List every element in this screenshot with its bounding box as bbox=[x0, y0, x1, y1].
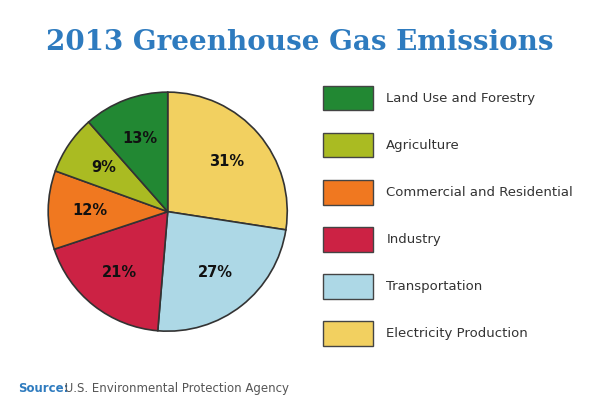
FancyBboxPatch shape bbox=[323, 321, 373, 346]
Text: Transportation: Transportation bbox=[386, 280, 483, 293]
Text: Source:: Source: bbox=[18, 381, 68, 395]
Text: U.S. Environmental Protection Agency: U.S. Environmental Protection Agency bbox=[61, 381, 289, 395]
Wedge shape bbox=[168, 92, 288, 230]
Wedge shape bbox=[48, 171, 168, 249]
Text: Commercial and Residential: Commercial and Residential bbox=[386, 186, 573, 199]
Text: 27%: 27% bbox=[198, 265, 233, 280]
Wedge shape bbox=[158, 212, 286, 331]
Text: 2013 Greenhouse Gas Emissions: 2013 Greenhouse Gas Emissions bbox=[46, 29, 553, 56]
Text: 9%: 9% bbox=[91, 161, 116, 176]
FancyBboxPatch shape bbox=[323, 133, 373, 157]
Text: 13%: 13% bbox=[123, 132, 158, 146]
FancyBboxPatch shape bbox=[323, 274, 373, 298]
Text: 21%: 21% bbox=[102, 265, 137, 280]
FancyBboxPatch shape bbox=[323, 180, 373, 205]
Text: 31%: 31% bbox=[209, 154, 244, 168]
Wedge shape bbox=[55, 122, 168, 212]
FancyBboxPatch shape bbox=[323, 227, 373, 251]
Text: 12%: 12% bbox=[72, 203, 108, 218]
Text: Agriculture: Agriculture bbox=[386, 139, 460, 152]
Text: Industry: Industry bbox=[386, 233, 441, 246]
Wedge shape bbox=[55, 212, 168, 331]
Text: Land Use and Forestry: Land Use and Forestry bbox=[386, 92, 536, 105]
Wedge shape bbox=[89, 92, 168, 212]
Text: Electricity Production: Electricity Production bbox=[386, 327, 528, 340]
FancyBboxPatch shape bbox=[323, 86, 373, 110]
